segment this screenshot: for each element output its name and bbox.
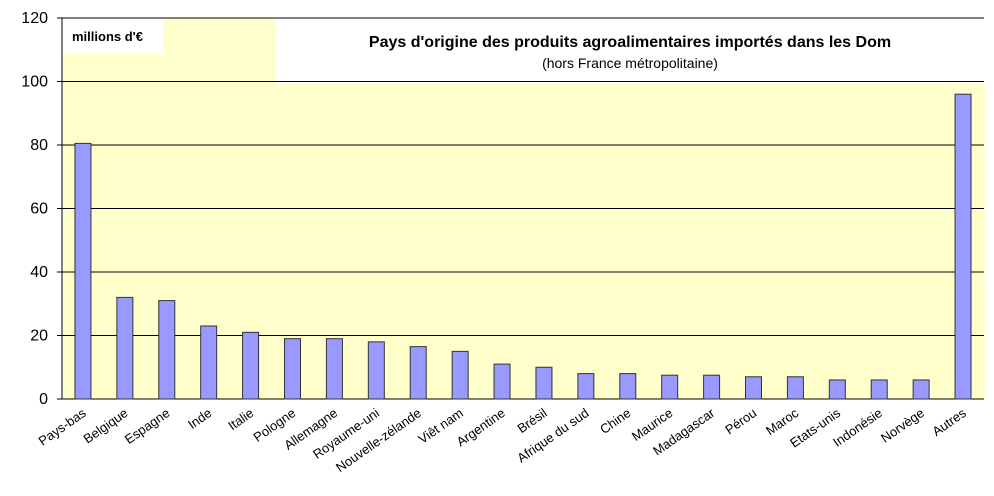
bar bbox=[828, 379, 846, 400]
x-tick-label: Norvège bbox=[878, 405, 927, 445]
bar bbox=[745, 376, 762, 400]
x-tick-label: Inde bbox=[185, 405, 214, 432]
bar bbox=[451, 350, 469, 400]
unit-box bbox=[63, 18, 163, 54]
x-tick-label: Chine bbox=[597, 405, 633, 437]
x-tick-label: Autres bbox=[929, 405, 969, 439]
y-tick-label: 60 bbox=[30, 201, 48, 218]
chart-subtitle: (hors France métropolitaine) bbox=[542, 55, 718, 71]
bar bbox=[786, 376, 804, 400]
y-tick-label: 100 bbox=[21, 74, 48, 91]
bar bbox=[409, 346, 427, 400]
x-tick-label: Belgique bbox=[81, 405, 131, 446]
x-tick-label: Espagne bbox=[122, 405, 173, 447]
y-tick-label: 0 bbox=[39, 391, 48, 408]
bar bbox=[158, 300, 176, 400]
bar bbox=[116, 296, 134, 400]
chart-title: Pays d'origine des produits agroalimenta… bbox=[369, 34, 891, 51]
x-tick-label: Pays-bas bbox=[36, 405, 89, 449]
bar bbox=[912, 379, 930, 400]
bar bbox=[284, 338, 301, 400]
bar bbox=[954, 93, 972, 400]
x-tick-label: Italie bbox=[225, 405, 256, 433]
bar bbox=[367, 341, 385, 400]
bar bbox=[619, 373, 637, 400]
bar bbox=[242, 331, 260, 400]
x-tick-label: Afrique du sud bbox=[514, 405, 591, 465]
title-box bbox=[275, 18, 985, 84]
x-tick-label: Pérou bbox=[722, 405, 759, 437]
bar bbox=[870, 379, 888, 400]
y-tick-label: 20 bbox=[30, 328, 48, 345]
bar bbox=[493, 363, 511, 400]
bar bbox=[535, 366, 553, 400]
bar bbox=[200, 325, 218, 400]
bar bbox=[703, 374, 721, 400]
bar bbox=[577, 373, 595, 400]
bar bbox=[74, 142, 92, 400]
bar bbox=[661, 374, 679, 400]
y-tick-label: 80 bbox=[30, 137, 48, 154]
bar bbox=[325, 338, 343, 400]
y-tick-label: 120 bbox=[21, 10, 48, 27]
y-tick-label: 40 bbox=[30, 264, 48, 281]
y-axis-label: millions d'€ bbox=[72, 29, 143, 44]
